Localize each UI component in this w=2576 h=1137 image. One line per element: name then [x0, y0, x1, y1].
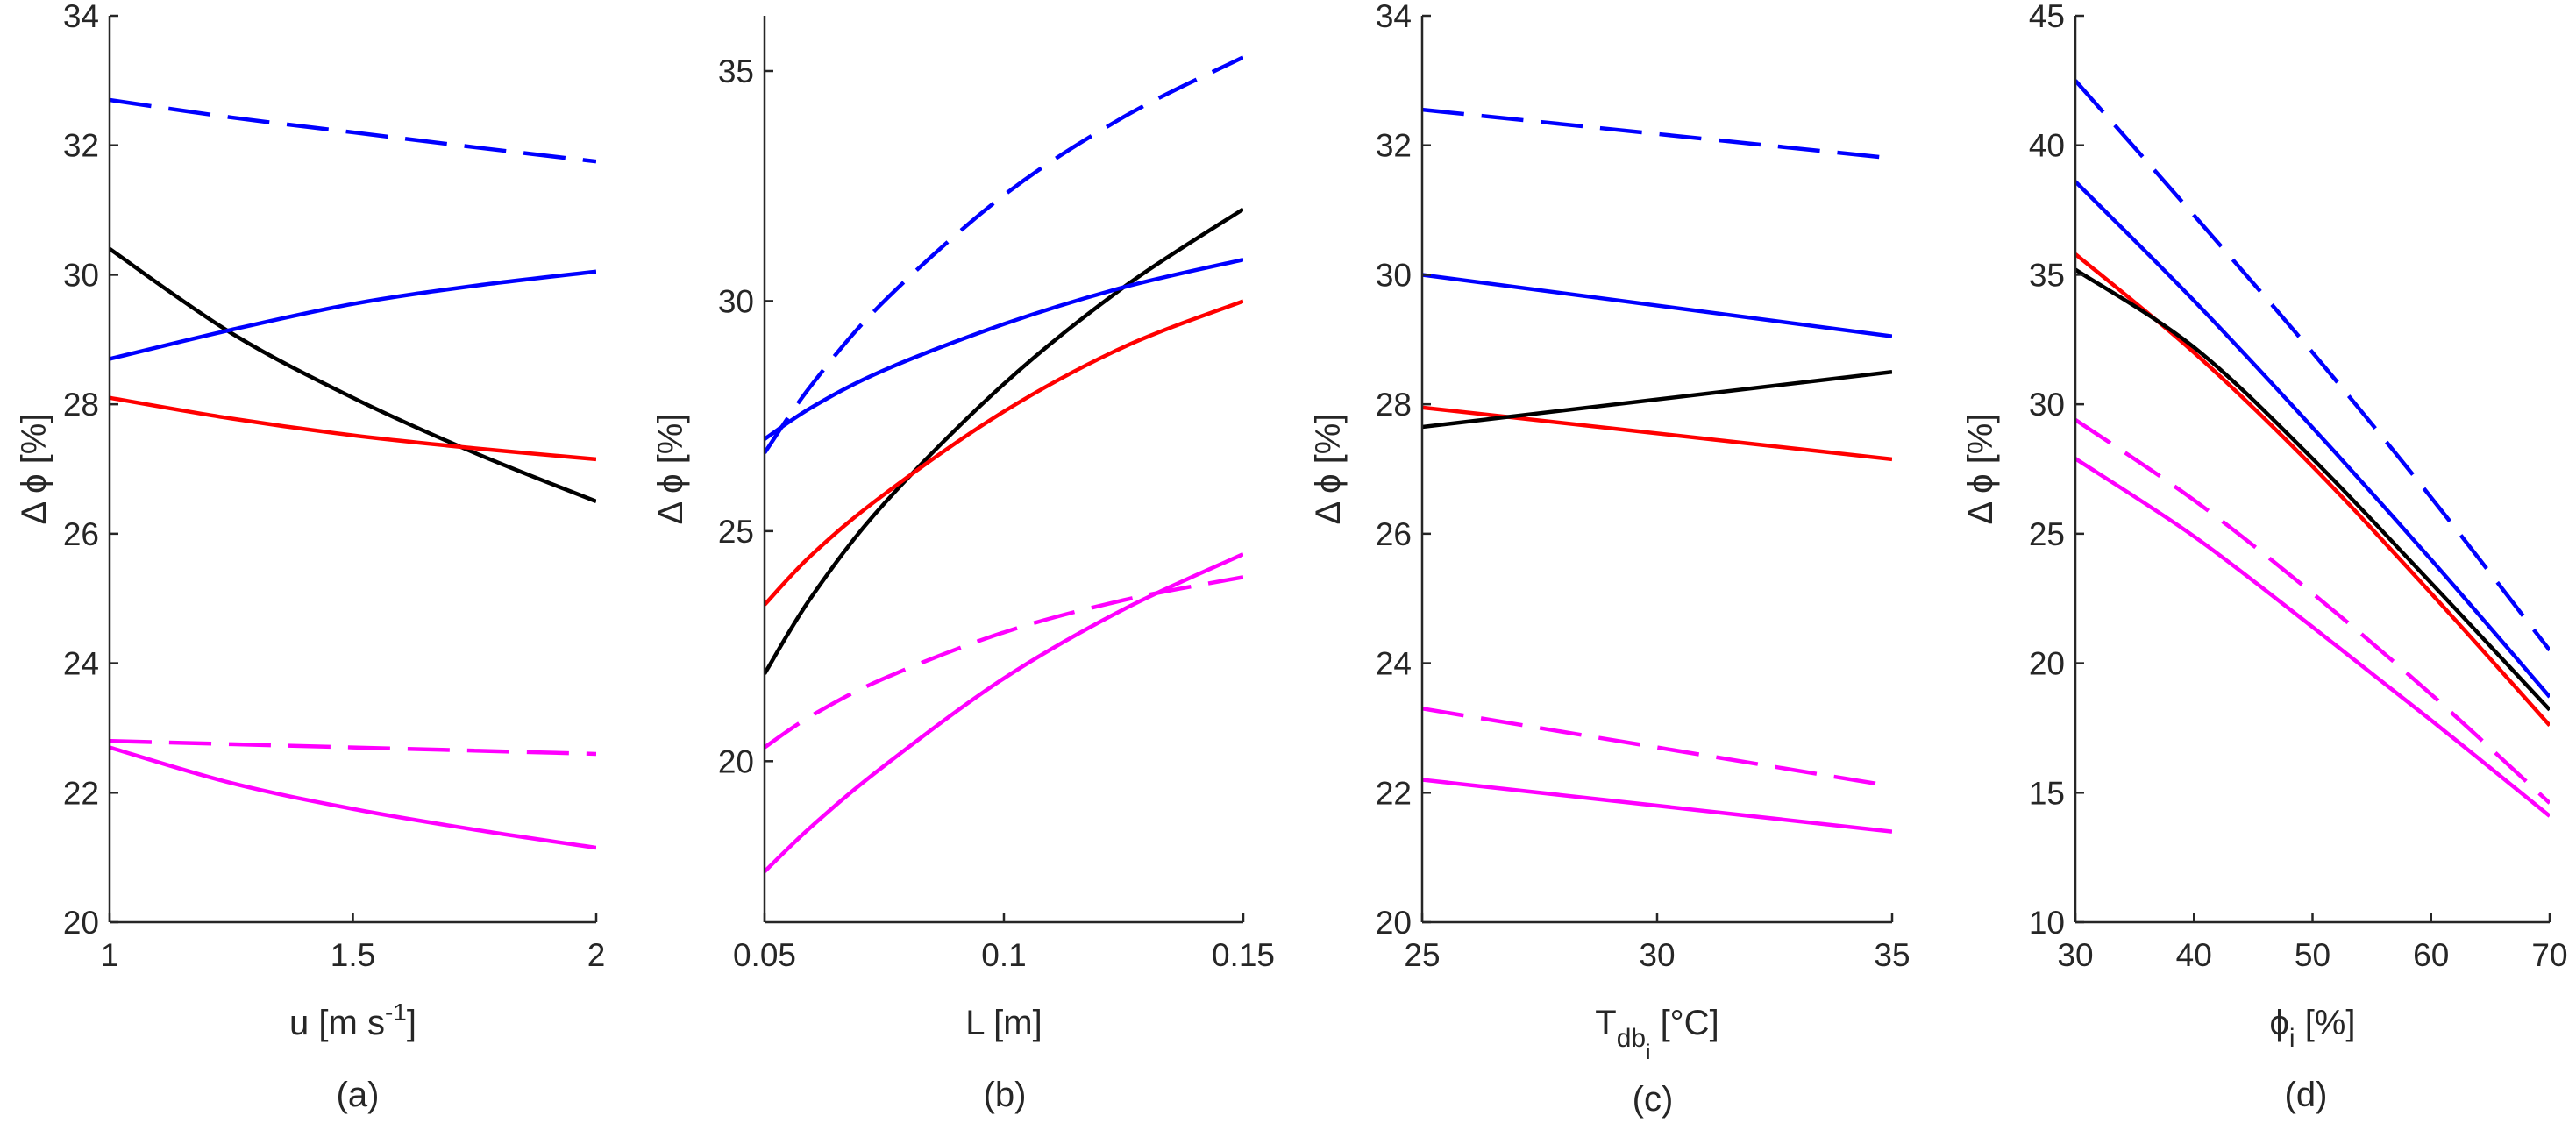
- x-tick-label: 40: [2176, 937, 2212, 973]
- series-line-magenta-solid: [2075, 457, 2550, 818]
- y-tick-label: 32: [1376, 128, 1412, 164]
- y-tick-label: 32: [63, 128, 99, 164]
- panel-c: 20 22 24 26 28 30 32 34 25 30 35 Δ ϕ [%] Tdbi [°C]: [1309, 0, 1911, 1064]
- series-line-black-solid: [110, 247, 596, 504]
- series-line-red-solid: [765, 299, 1243, 607]
- caption-d: (d): [2285, 1076, 2328, 1114]
- caption-c: (c): [1633, 1080, 1674, 1119]
- y-tick-label: 25: [2029, 516, 2065, 552]
- y-tick-label: 30: [63, 257, 99, 293]
- series-line-magenta-solid: [1422, 778, 1892, 834]
- x-tick-label: 1: [101, 937, 119, 973]
- x-axis-label: u [m s-1]: [289, 998, 416, 1042]
- y-tick-label: 20: [718, 743, 754, 779]
- y-axis-label: Δ ϕ [%]: [651, 414, 690, 525]
- y-tick-label: 22: [1376, 775, 1412, 811]
- x-tick-label: 50: [2295, 937, 2330, 973]
- y-tick-label: 45: [2029, 0, 2065, 34]
- y-tick-label: 26: [63, 516, 99, 552]
- y-tick-label: 30: [1376, 257, 1412, 293]
- y-tick-label: 25: [718, 514, 754, 550]
- y-tick-label: 34: [63, 0, 99, 34]
- series-group: [110, 97, 596, 850]
- series-line-black-solid: [765, 207, 1243, 675]
- y-tick-label: 35: [2029, 257, 2065, 293]
- y-axis-label: Δ ϕ [%]: [15, 414, 53, 525]
- x-axis-label: ϕi [%]: [2270, 1004, 2356, 1053]
- x-axis-label: L [m]: [965, 1004, 1042, 1042]
- series-line-magenta-solid: [110, 745, 596, 850]
- series-line-blue-solid: [1422, 273, 1892, 338]
- y-tick-label: 22: [63, 775, 99, 811]
- series-line-blue-solid: [2075, 180, 2550, 699]
- series-line-magenta-dashed: [1422, 707, 1892, 789]
- x-tick-label: 60: [2413, 937, 2449, 973]
- panel-b: 20 25 30 35 0.05 0.1 0.15 Δ ϕ [%] L [m]: [651, 16, 1275, 1042]
- y-tick-label: 30: [2029, 387, 2065, 423]
- y-axis-label: Δ ϕ [%]: [1309, 414, 1348, 525]
- series-line-black-solid: [1422, 369, 1892, 430]
- series-line-blue-dashed: [1422, 107, 1892, 160]
- series-line-red-solid: [2075, 252, 2550, 727]
- y-tick-label: 10: [2029, 905, 2065, 941]
- y-tick-label: 28: [1376, 387, 1412, 423]
- y-tick-label: 34: [1376, 0, 1412, 34]
- series-line-red-solid: [1422, 405, 1892, 462]
- y-tick-label: 20: [1376, 905, 1412, 941]
- caption-b: (b): [984, 1076, 1027, 1114]
- series-line-magenta-dashed: [2075, 418, 2550, 805]
- x-tick-label: 70: [2531, 937, 2567, 973]
- series-group: [2075, 79, 2550, 818]
- y-tick-label: 28: [63, 387, 99, 423]
- series-line-black-solid: [2075, 267, 2550, 712]
- y-tick-label: 20: [63, 905, 99, 941]
- x-tick-label: 25: [1404, 937, 1440, 973]
- y-tick-label: 24: [63, 646, 99, 682]
- y-tick-label: 35: [718, 53, 754, 89]
- x-tick-label: 30: [2057, 937, 2093, 973]
- y-tick-label: 15: [2029, 775, 2065, 811]
- y-tick-label: 30: [718, 283, 754, 319]
- series-line-blue-dashed: [2075, 79, 2550, 652]
- series-line-blue-dashed: [765, 55, 1243, 454]
- y-tick-label: 20: [2029, 646, 2065, 682]
- y-axis-label: Δ ϕ [%]: [1961, 414, 2000, 525]
- y-tick-label: 40: [2029, 128, 2065, 164]
- x-tick-label: 2: [587, 937, 606, 973]
- x-tick-label: 0.15: [1212, 937, 1275, 973]
- series-group: [1422, 107, 1892, 834]
- x-tick-label: 35: [1874, 937, 1910, 973]
- caption-a: (a): [337, 1076, 380, 1114]
- series-line-magenta-dashed: [765, 575, 1243, 750]
- series-line-blue-dashed: [110, 97, 596, 164]
- panel-d: 10 15 20 25 30 35 40 45 30 40 50 60 70 Δ ϕ [%] ϕi [%]: [1961, 0, 2568, 1053]
- series-group: [765, 55, 1243, 873]
- series-line-red-solid: [110, 395, 596, 462]
- x-axis-label: Tdbi [°C]: [1595, 1004, 1719, 1064]
- x-tick-label: 30: [1639, 937, 1675, 973]
- series-line-blue-solid: [110, 269, 596, 361]
- y-tick-label: 24: [1376, 646, 1412, 682]
- panel-a: 20 22 24 26 28 30 32 34 1 1.5 2 Δ ϕ [%] u [m s-1]: [15, 0, 605, 1042]
- series-line-magenta-dashed: [110, 738, 596, 757]
- x-tick-label: 0.1: [981, 937, 1026, 973]
- x-tick-label: 0.05: [733, 937, 796, 973]
- x-tick-label: 1.5: [331, 937, 375, 973]
- series-line-magenta-solid: [765, 552, 1243, 873]
- y-tick-label: 26: [1376, 516, 1412, 552]
- series-line-blue-solid: [765, 257, 1243, 441]
